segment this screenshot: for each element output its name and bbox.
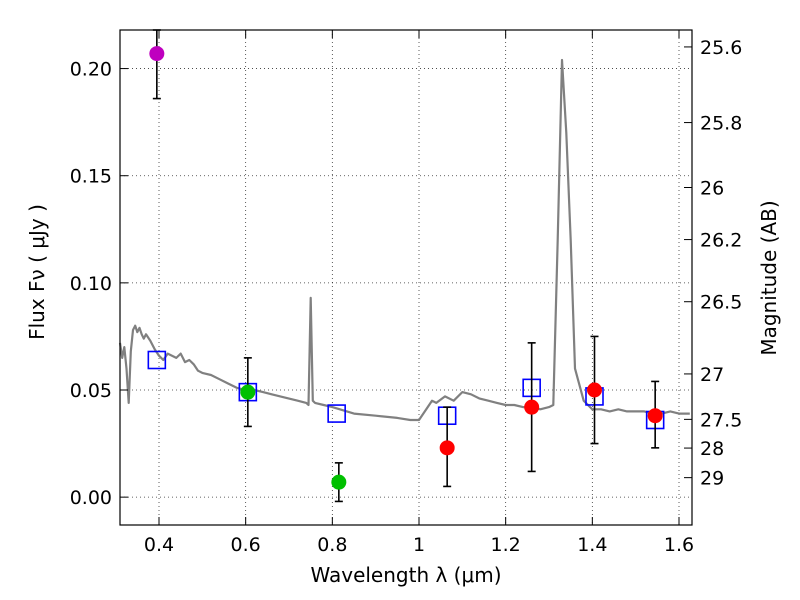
x-tick-label: 1 xyxy=(413,534,425,556)
axes-layer: 0.4 0.6 0.8 1 1.2 1.4 1.6 0.00 0.05 0.10 0.15 0.20 2… xyxy=(70,30,742,556)
observed-point xyxy=(331,474,347,490)
y-tick-label: 0.05 xyxy=(70,380,112,402)
x-tick-label: 1.4 xyxy=(577,534,607,556)
y-tick-label: 0.10 xyxy=(70,273,112,295)
observed-point xyxy=(524,399,540,415)
magnitude-tick-label: 29 xyxy=(700,468,724,490)
observed-point xyxy=(587,382,602,398)
magnitude-tick-label: 28 xyxy=(700,438,724,460)
gridlines xyxy=(120,30,692,525)
model-points-layer xyxy=(147,350,665,430)
observed-point xyxy=(647,408,663,424)
model-spectrum-line xyxy=(118,58,690,422)
model-point-square xyxy=(327,404,346,423)
model-point-square xyxy=(147,350,167,370)
x-tick-label: 0.6 xyxy=(231,534,261,556)
magnitude-tick-label: 26.5 xyxy=(700,292,742,314)
observed-point xyxy=(439,440,455,456)
x-tick-label: 1.2 xyxy=(491,534,521,556)
magnitude-tick-label: 26.2 xyxy=(700,230,742,252)
observed-points-layer xyxy=(149,29,663,503)
y-axis-right-label: Magnitude (AB) xyxy=(757,200,781,355)
y-tick-label: 0.20 xyxy=(70,59,112,81)
x-tick-label: 0.4 xyxy=(144,534,174,556)
magnitude-tick-label: 27.5 xyxy=(700,409,742,431)
plot-frame xyxy=(119,29,693,526)
y-axis-label: Flux Fν ( μJy ) xyxy=(25,204,49,340)
y-tick-label: 0.15 xyxy=(70,166,112,188)
magnitude-tick-label: 26 xyxy=(700,178,724,200)
observed-point xyxy=(149,46,165,62)
model-spectrum-layer xyxy=(118,58,690,422)
x-axis-label: Wavelength λ (μm) xyxy=(310,563,501,587)
magnitude-tick-label: 25.8 xyxy=(700,113,742,135)
magnitude-tick-label: 27 xyxy=(700,364,724,386)
y-tick-label: 0.00 xyxy=(70,487,112,509)
observed-point xyxy=(240,384,256,400)
x-tick-label: 0.8 xyxy=(317,534,347,556)
magnitude-tick-label: 25.6 xyxy=(700,37,742,59)
x-tick-label: 1.6 xyxy=(664,534,694,556)
